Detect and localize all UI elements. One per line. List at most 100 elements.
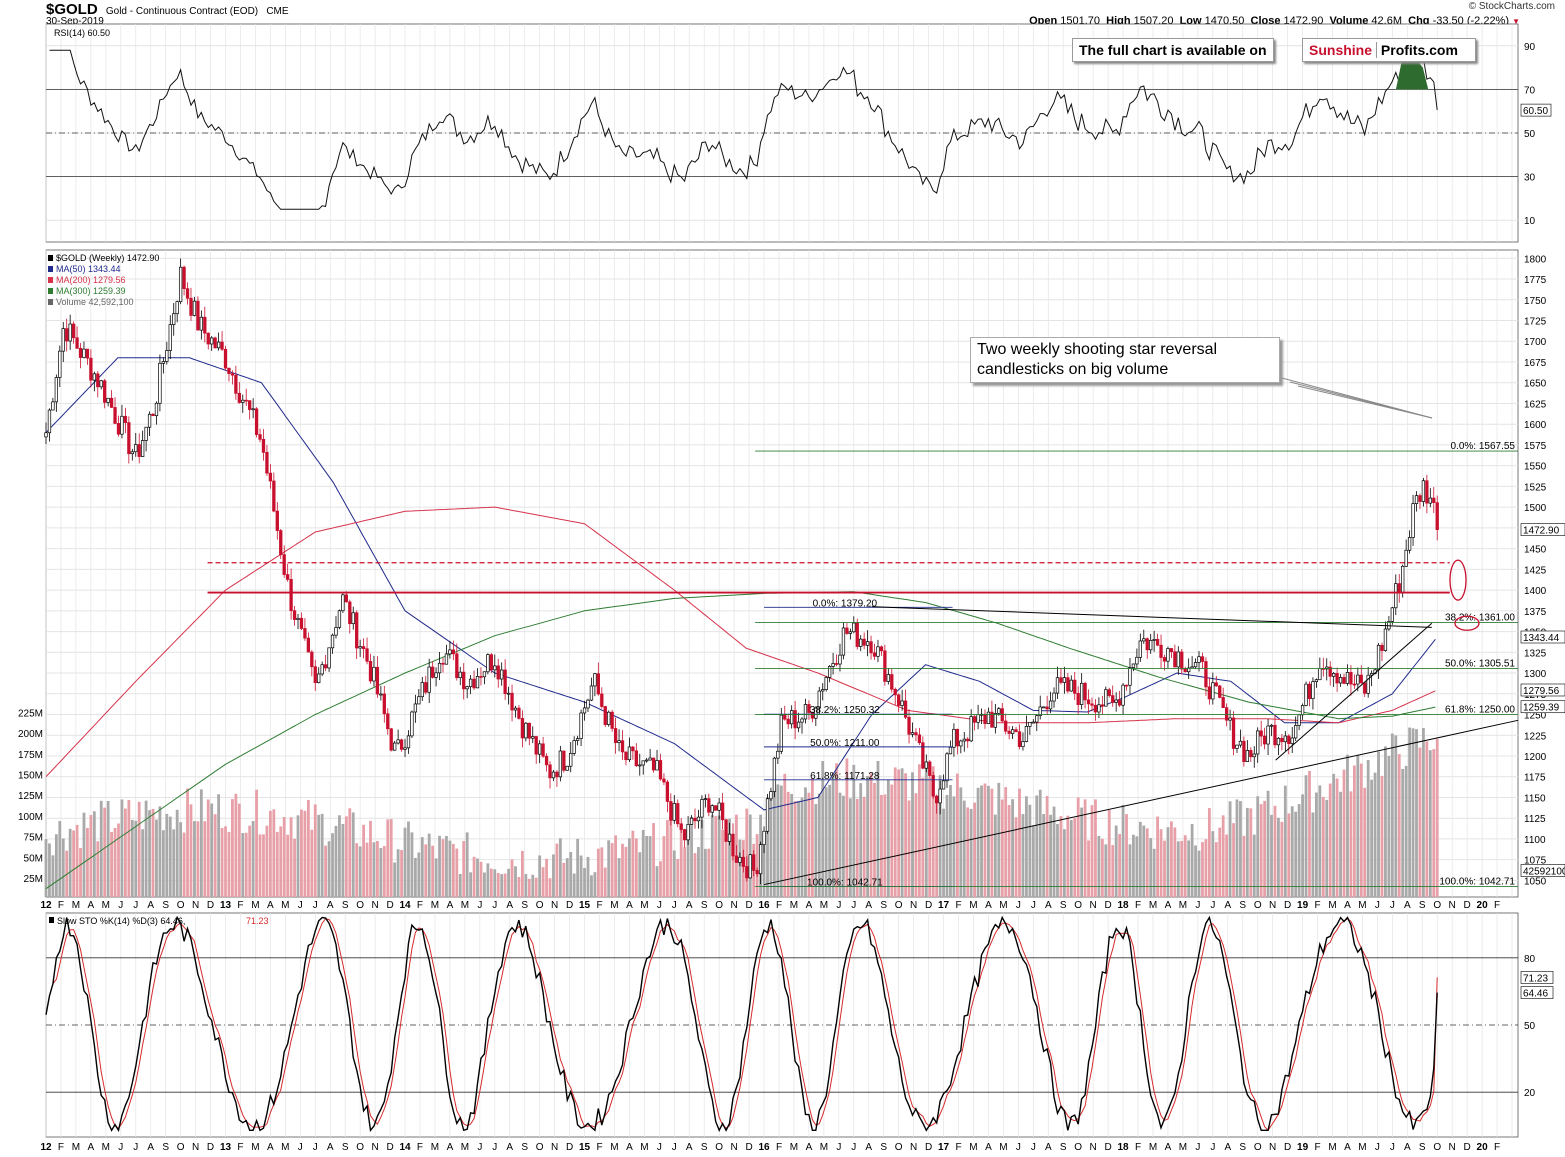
year-tick-label: 13 — [220, 900, 232, 911]
month-tick-label: O — [1433, 1142, 1441, 1153]
volume-bar — [141, 829, 145, 897]
volume-bar — [1283, 785, 1287, 897]
price-last-box — [1520, 523, 1565, 536]
candle-body — [1024, 726, 1029, 742]
candle-body — [310, 651, 314, 668]
volume-bar — [1214, 842, 1218, 897]
candle-body — [1242, 740, 1246, 762]
candle-body — [845, 627, 849, 634]
month-tick-label: M — [1328, 900, 1336, 911]
volume-bar — [1363, 787, 1367, 897]
candle-body — [1363, 682, 1367, 694]
price-last-label: 1279.56 — [1523, 686, 1560, 697]
month-tick-label: S — [701, 1142, 708, 1153]
volume-bar — [72, 830, 76, 897]
candle-body — [862, 638, 866, 646]
volume-bar — [134, 820, 138, 897]
candle-body — [1390, 607, 1394, 622]
volume-bar — [1056, 823, 1059, 897]
volume-bar — [593, 872, 597, 897]
candle-body — [603, 706, 607, 725]
candle-body — [1300, 705, 1305, 716]
rsi-overbought-fill — [1395, 56, 1429, 90]
volume-bar — [624, 846, 628, 897]
month-tick-label: J — [851, 1142, 856, 1153]
month-tick-label: N — [731, 900, 738, 911]
volume-bar — [1228, 801, 1232, 897]
volume-bar — [1287, 813, 1291, 897]
volume-bar — [603, 867, 607, 897]
volume-bar — [179, 822, 183, 897]
candle-body — [210, 337, 214, 345]
volume-bar — [313, 804, 317, 897]
volume-bar — [1252, 834, 1256, 897]
volume-bar — [928, 777, 932, 897]
volume-bar — [814, 804, 818, 897]
candle-body — [538, 743, 542, 755]
volume-tick-label: 125M — [18, 791, 43, 802]
candle-body — [1142, 638, 1146, 642]
candle-body — [189, 297, 193, 316]
volume-bar — [1373, 772, 1377, 897]
month-tick-label: M — [790, 900, 798, 911]
candle-body — [586, 699, 590, 709]
candle-body — [427, 666, 431, 693]
candle-body — [752, 854, 756, 871]
candle-body — [223, 348, 228, 369]
candle-body — [96, 373, 100, 388]
month-tick-label: N — [910, 900, 917, 911]
candle-body — [1159, 644, 1163, 658]
month-tick-label: M — [102, 900, 110, 911]
month-tick-label: M — [281, 900, 289, 911]
volume-bar — [1390, 733, 1394, 897]
volume-bar — [541, 867, 545, 897]
candle-body — [272, 480, 276, 512]
month-tick-label: M — [1179, 1142, 1187, 1153]
volume-bar — [1304, 775, 1308, 897]
volume-bar — [662, 836, 666, 897]
month-tick-label: S — [342, 900, 349, 911]
volume-tick-label: 175M — [18, 750, 43, 761]
candle-body — [399, 739, 404, 750]
month-tick-label: J — [672, 900, 677, 911]
candle-body — [268, 472, 273, 482]
month-tick-label: F — [776, 900, 782, 911]
candle-body — [365, 648, 369, 662]
candle-body — [448, 649, 452, 655]
month-tick-label: J — [1210, 1142, 1215, 1153]
candle-body — [665, 781, 670, 802]
month-tick-label: N — [192, 1142, 199, 1153]
promo-brand[interactable]: Sunshine Profits.com — [1302, 38, 1476, 62]
volume-bar — [137, 801, 141, 897]
volume-bar — [1187, 840, 1191, 897]
candle-body — [496, 665, 500, 680]
volume-bar — [631, 830, 635, 897]
volume-bar — [262, 834, 265, 897]
legend-swatch — [48, 266, 53, 272]
volume-bar — [1014, 817, 1018, 897]
month-tick-label: N — [1269, 900, 1276, 911]
price-tick-label: 1400 — [1524, 586, 1547, 597]
volume-bar — [165, 813, 169, 897]
month-tick-label: M — [431, 900, 439, 911]
month-tick-label: O — [895, 900, 903, 911]
candle-body — [199, 316, 203, 331]
volume-bar — [334, 825, 338, 897]
volume-bar — [1087, 840, 1090, 897]
candle-body — [876, 646, 880, 657]
candle-body — [1338, 677, 1343, 684]
month-tick-label: J — [1195, 900, 1200, 911]
volume-bar — [576, 838, 580, 897]
candle-body — [986, 711, 991, 724]
volume-bar — [717, 815, 721, 897]
price-tick-label: 1075 — [1524, 856, 1547, 867]
promo-text: The full chart is available on — [1079, 42, 1267, 58]
price-tick-label: 1175 — [1524, 773, 1546, 784]
candle-body — [275, 510, 279, 531]
candle-body — [976, 714, 980, 723]
fib-2016-label: 100.0%: 1042.71 — [807, 877, 883, 888]
volume-bar — [148, 810, 151, 897]
month-tick-label: J — [657, 900, 662, 911]
month-tick-label: A — [506, 900, 513, 911]
month-tick-label: M — [1328, 1142, 1336, 1153]
